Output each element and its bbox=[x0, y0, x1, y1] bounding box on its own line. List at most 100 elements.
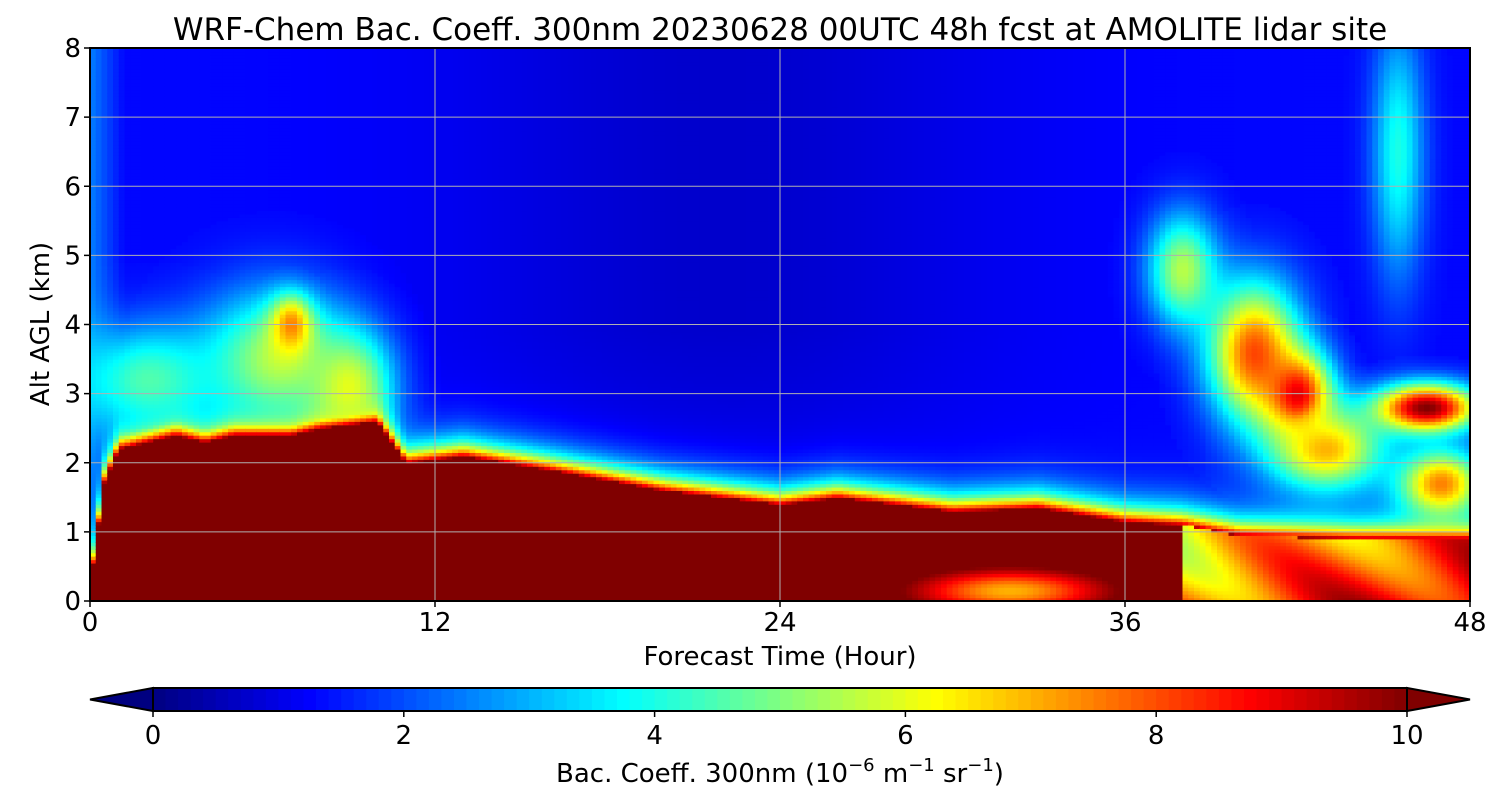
heatmap-cell bbox=[107, 594, 113, 598]
heatmap-cell bbox=[119, 439, 125, 443]
heatmap-cell bbox=[102, 428, 108, 432]
heatmap-cell bbox=[125, 549, 131, 553]
heatmap-cell bbox=[125, 373, 131, 377]
heatmap-cell bbox=[119, 186, 125, 190]
heatmap-cell bbox=[113, 162, 119, 166]
heatmap-cell bbox=[125, 162, 131, 166]
heatmap-cell bbox=[96, 162, 102, 166]
heatmap-cell bbox=[107, 366, 113, 370]
heatmap-cell bbox=[102, 134, 108, 138]
heatmap-cell bbox=[107, 539, 113, 543]
heatmap-cell bbox=[96, 483, 102, 487]
heatmap-cell bbox=[125, 86, 131, 90]
heatmap-cell bbox=[96, 532, 102, 536]
heatmap-cell bbox=[102, 89, 108, 93]
heatmap-cell bbox=[113, 269, 119, 273]
heatmap-cell bbox=[113, 556, 119, 560]
heatmap-cell bbox=[119, 380, 125, 384]
heatmap-cell bbox=[102, 117, 108, 121]
heatmap-cell bbox=[102, 145, 108, 149]
heatmap-cell bbox=[102, 556, 108, 560]
heatmap-cell bbox=[96, 190, 102, 194]
heatmap-cell bbox=[125, 51, 131, 55]
heatmap-cell bbox=[107, 280, 113, 284]
heatmap-cell bbox=[102, 383, 108, 387]
heatmap-cell bbox=[125, 103, 131, 107]
heatmap-cell bbox=[125, 401, 131, 405]
heatmap-cell bbox=[102, 539, 108, 543]
heatmap-cell bbox=[96, 159, 102, 163]
heatmap-cell bbox=[96, 214, 102, 218]
heatmap-cell bbox=[107, 473, 113, 477]
heatmap-cell bbox=[107, 318, 113, 322]
heatmap-cell bbox=[113, 186, 119, 190]
heatmap-cell bbox=[113, 207, 119, 211]
heatmap-cell bbox=[125, 352, 131, 356]
heatmap-cell bbox=[107, 131, 113, 135]
heatmap-cell bbox=[96, 69, 102, 73]
heatmap-cell bbox=[96, 463, 102, 467]
heatmap-cell bbox=[113, 401, 119, 405]
heatmap-cell bbox=[107, 563, 113, 567]
heatmap-cell bbox=[130, 591, 136, 595]
heatmap-cell bbox=[119, 325, 125, 329]
heatmap-cell bbox=[102, 200, 108, 204]
heatmap-cell bbox=[96, 466, 102, 470]
heatmap-cell bbox=[113, 452, 119, 456]
heatmap-cell bbox=[113, 228, 119, 232]
heatmap-cell bbox=[113, 563, 119, 567]
heatmap-cell bbox=[125, 380, 131, 384]
heatmap-cell bbox=[119, 549, 125, 553]
heatmap-cell bbox=[96, 76, 102, 80]
heatmap-cell bbox=[107, 89, 113, 93]
heatmap-cell bbox=[119, 532, 125, 536]
heatmap-cell bbox=[107, 511, 113, 515]
heatmap-cell bbox=[102, 439, 108, 443]
heatmap-cell bbox=[119, 318, 125, 322]
heatmap-cell bbox=[96, 235, 102, 239]
heatmap-cell bbox=[113, 214, 119, 218]
heatmap-cell bbox=[107, 373, 113, 377]
heatmap-cell bbox=[102, 79, 108, 83]
heatmap-cell bbox=[119, 577, 125, 581]
heatmap-cell bbox=[125, 435, 131, 439]
heatmap-cell bbox=[125, 594, 131, 598]
heatmap-cell bbox=[119, 141, 125, 145]
heatmap-cell bbox=[107, 577, 113, 581]
heatmap-cell bbox=[125, 134, 131, 138]
heatmap-cell bbox=[107, 466, 113, 470]
heatmap-cell bbox=[96, 401, 102, 405]
heatmap-cell bbox=[96, 117, 102, 121]
heatmap-cell bbox=[119, 162, 125, 166]
heatmap-cell bbox=[125, 69, 131, 73]
heatmap-cell bbox=[119, 172, 125, 176]
heatmap-cell bbox=[113, 190, 119, 194]
heatmap-cell bbox=[96, 494, 102, 498]
heatmap-cell bbox=[113, 435, 119, 439]
heatmap-cell bbox=[125, 522, 131, 526]
heatmap-cell bbox=[119, 511, 125, 515]
heatmap-cell bbox=[125, 117, 131, 121]
heatmap-cell bbox=[113, 463, 119, 467]
heatmap-cell bbox=[102, 245, 108, 249]
heatmap-cell bbox=[96, 283, 102, 287]
heatmap-cell bbox=[125, 245, 131, 249]
heatmap-cell bbox=[96, 591, 102, 595]
heatmap-cell bbox=[125, 280, 131, 284]
heatmap-cell bbox=[119, 262, 125, 266]
heatmap-cell bbox=[96, 345, 102, 349]
heatmap-cell bbox=[125, 328, 131, 332]
heatmap-cell bbox=[96, 169, 102, 173]
heatmap-cell bbox=[113, 338, 119, 342]
heatmap-cell bbox=[125, 290, 131, 294]
heatmap-cell bbox=[113, 421, 119, 425]
heatmap-cell bbox=[113, 325, 119, 329]
heatmap-cell bbox=[102, 352, 108, 356]
heatmap-cell bbox=[119, 345, 125, 349]
heatmap-cell bbox=[96, 86, 102, 90]
heatmap-cell bbox=[96, 141, 102, 145]
heatmap-cell bbox=[107, 501, 113, 505]
heatmap-cell bbox=[96, 490, 102, 494]
heatmap-cell bbox=[102, 463, 108, 467]
heatmap-cell bbox=[125, 428, 131, 432]
